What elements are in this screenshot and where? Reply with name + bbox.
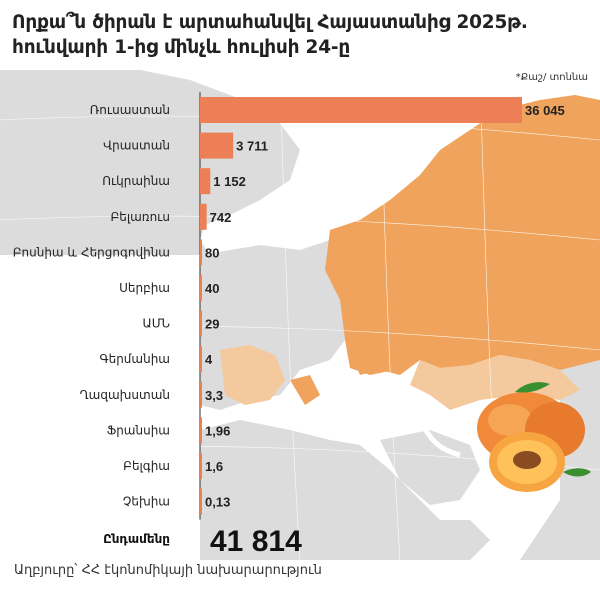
category-label-11: Չեխիա	[123, 495, 170, 509]
category-label-5: Սերբիա	[119, 281, 170, 295]
category-label-2: Ուկրաինա	[102, 174, 170, 188]
bar-6	[200, 310, 202, 337]
value-label-7: 4	[205, 352, 213, 367]
value-label-9: 1,96	[205, 423, 230, 438]
value-label-6: 29	[205, 317, 219, 332]
category-label-8: Ղազախստան	[80, 388, 170, 402]
apricot-illustration	[477, 382, 591, 492]
bar-0	[200, 97, 522, 123]
unit-note: *Քաշ/ տոննա	[515, 72, 588, 83]
category-label-10: Բելգիա	[123, 459, 170, 473]
bar-7	[200, 346, 202, 373]
bar-10	[200, 453, 202, 479]
category-label-7: Գերմանիա	[100, 352, 170, 366]
value-label-2: 1 152	[213, 174, 246, 189]
map-south-balkans	[290, 375, 320, 405]
total-value: 41 814	[210, 525, 302, 558]
total-label: Ընդամենը	[103, 532, 170, 546]
chart-title: Որքա՞ն ծիրան է արտահանվել Հայաստանից 202…	[12, 10, 592, 60]
category-label-1: Վրաստան	[103, 139, 170, 153]
value-label-4: 80	[205, 245, 219, 260]
value-label-8: 3,3	[205, 388, 223, 403]
value-label-0: 36 045	[525, 103, 565, 118]
value-label-1: 3 711	[236, 139, 268, 154]
map-land-middle-east	[380, 430, 480, 505]
bar-11	[200, 488, 202, 515]
category-label-4: Բոսնիա և Հերցոգովինա	[13, 245, 170, 259]
source-note: Աղբյուրը՝ ՀՀ էկոնոմիկայի նախարարություն	[14, 563, 322, 578]
bar-5	[200, 275, 202, 301]
category-label-9: Ֆրանսիա	[107, 423, 170, 437]
bar-3	[200, 203, 207, 230]
value-label-10: 1,6	[205, 459, 223, 474]
bar-1	[200, 132, 234, 159]
value-label-11: 0,13	[205, 495, 230, 510]
title-line-1: Որքա՞ն ծիրան է արտահանվել Հայաստանից 202…	[12, 12, 528, 33]
bar-4	[200, 239, 202, 266]
category-label-6: ԱՄՆ	[143, 317, 171, 331]
bar-2	[200, 168, 211, 195]
title-line-2: հունվարի 1-ից մինչև հուլիսի 24-ը	[12, 37, 351, 58]
map-land-africa	[200, 420, 490, 560]
value-label-5: 40	[205, 281, 219, 296]
value-label-3: 742	[210, 210, 232, 225]
bar-8	[200, 381, 202, 408]
category-label-0: Ռուսաստան	[90, 103, 170, 117]
map-western-europe	[220, 345, 285, 405]
map-ukraine	[345, 335, 400, 375]
map-russia	[325, 95, 600, 375]
bar-9	[200, 417, 202, 444]
category-label-3: Բելառուս	[110, 210, 170, 224]
